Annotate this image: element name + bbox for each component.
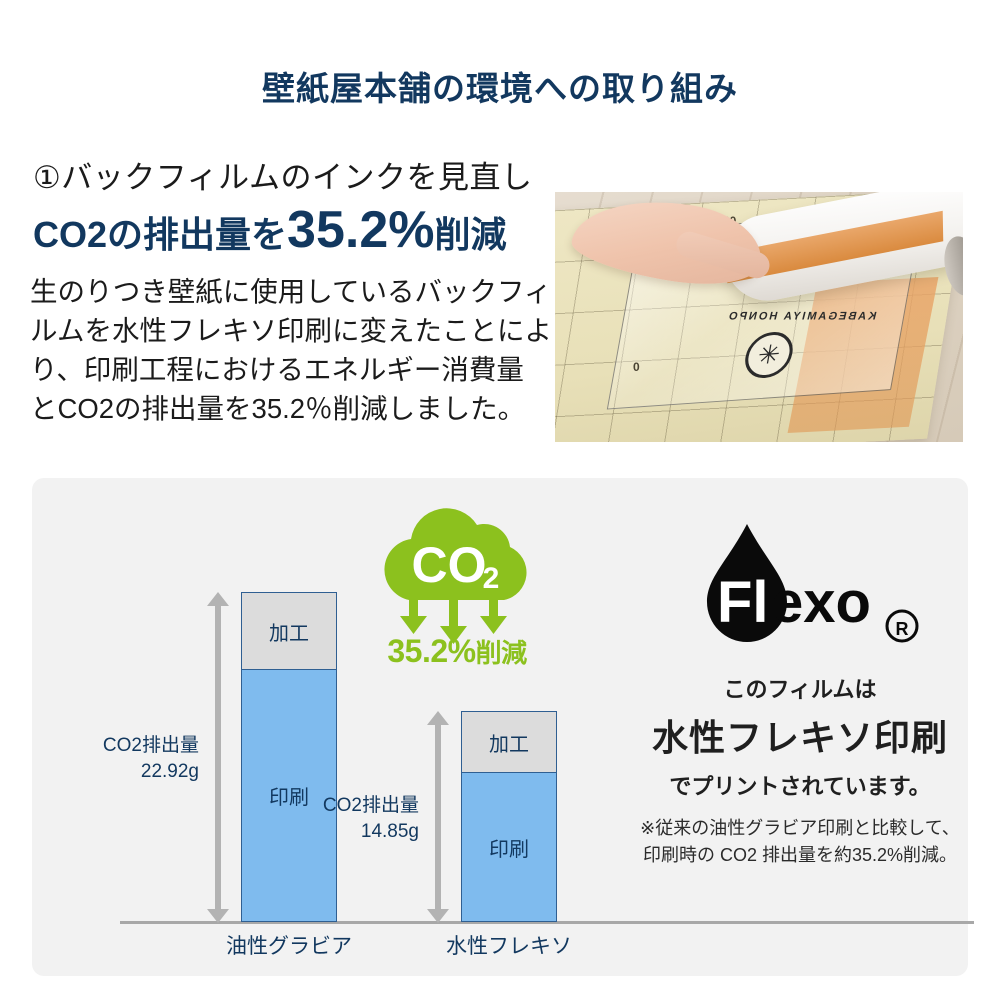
value-label-oil-gravure: CO2排出量 22.92g bbox=[87, 733, 199, 784]
arrow-down-icon bbox=[207, 909, 229, 923]
svg-text:2: 2 bbox=[483, 562, 500, 595]
arrow-up-icon bbox=[207, 592, 229, 606]
bar-water-flexo: 加工 印刷 bbox=[461, 711, 557, 922]
svg-text:CO: CO bbox=[412, 537, 487, 593]
svg-text:Fl: Fl bbox=[717, 570, 769, 635]
value-label-amount: 14.85g bbox=[360, 820, 419, 842]
intro-headline: CO2の排出量を 35.2% 削減 bbox=[33, 201, 553, 259]
headline-value: 35.2% bbox=[287, 201, 435, 259]
value-label-title: CO2排出量 bbox=[102, 735, 199, 756]
value-label-water-flexo: CO2排出量 14.85g bbox=[307, 793, 419, 844]
photo-tick: 0 bbox=[633, 360, 640, 374]
bar-segment-processing: 加工 bbox=[242, 593, 336, 670]
intro-body: 生のりつき壁紙に使用しているバックフィ ルムを水性フレキソ印刷に変えたことによ … bbox=[30, 272, 555, 428]
bar-segment-printing: 印刷 bbox=[462, 773, 556, 921]
body-line: とCO2の排出量を35.2％削減しました。 bbox=[30, 393, 526, 425]
value-label-title: CO2排出量 bbox=[322, 795, 419, 816]
flexo-info-block: Fl exo R このフィルムは 水性フレキソ印刷 でプリントされています。 ※… bbox=[632, 518, 968, 869]
co2-reduction-value: 35.2% bbox=[387, 633, 476, 669]
photo-film-brand: KABEGAMIYA HONPO bbox=[725, 310, 878, 323]
svg-text:R: R bbox=[896, 619, 909, 639]
body-line: 生のりつき壁紙に使用しているバックフィ bbox=[30, 276, 552, 307]
category-label-water-flexo: 水性フレキソ bbox=[446, 935, 572, 958]
co2-reduction-text: 35.2%削減 bbox=[362, 633, 552, 670]
flexo-note-line: ※従来の油性グラビア印刷と比較して、 bbox=[640, 818, 960, 838]
flexo-note: ※従来の油性グラビア印刷と比較して、 印刷時の CO2 排出量を約35.2%削減… bbox=[632, 815, 968, 869]
category-label-oil-gravure: 油性グラビア bbox=[226, 935, 352, 958]
flexo-droplet-logo: Fl exo R bbox=[655, 518, 945, 668]
product-photo: KABEGAMIYA HONPO 20 10 5 0 bbox=[555, 192, 963, 442]
value-label-amount: 22.92g bbox=[140, 760, 199, 782]
measure-shaft bbox=[435, 723, 441, 911]
body-line: り、印刷工程におけるエネルギー消費量 bbox=[30, 354, 524, 386]
co2-reduction-suffix: 削減 bbox=[475, 638, 528, 668]
bar-segment-processing: 加工 bbox=[462, 712, 556, 773]
measure-arrow-oil-gravure bbox=[207, 592, 229, 923]
flexo-sub-text: でプリントされています。 bbox=[669, 774, 931, 799]
photo-film-logo-icon bbox=[741, 330, 797, 380]
arrow-down-icon bbox=[427, 909, 449, 923]
chart-baseline bbox=[120, 921, 974, 924]
flexo-note-line: 印刷時の CO2 排出量を約35.2%削減。 bbox=[642, 845, 958, 865]
bar-oil-gravure: 加工 印刷 bbox=[241, 592, 337, 922]
headline-prefix: CO2の排出量を bbox=[33, 214, 288, 255]
arrow-up-icon bbox=[427, 711, 449, 725]
measure-shaft bbox=[215, 604, 221, 911]
co2-bar-chart: 加工 印刷 CO2排出量 22.92g 油性グラビア 加工 印刷 bbox=[32, 478, 974, 976]
flexo-caption: このフィルムは bbox=[723, 677, 877, 702]
summary-panel: 加工 印刷 CO2排出量 22.92g 油性グラビア 加工 印刷 bbox=[32, 478, 974, 976]
bar-segment-printing: 印刷 bbox=[242, 670, 336, 921]
svg-text:exo: exo bbox=[771, 570, 871, 635]
co2-cloud-icon: CO 2 bbox=[365, 500, 545, 680]
measure-arrow-water-flexo bbox=[427, 711, 449, 923]
intro-lead: ①バックフィルムのインクを見直し bbox=[33, 160, 533, 195]
page-title: 壁紙屋本舗の環境への取り組み bbox=[262, 70, 738, 107]
body-line: ルムを水性フレキソ印刷に変えたことによ bbox=[30, 315, 552, 347]
headline-suffix: 削減 bbox=[434, 214, 507, 255]
flexo-main-text: 水性フレキソ印刷 bbox=[651, 717, 948, 758]
